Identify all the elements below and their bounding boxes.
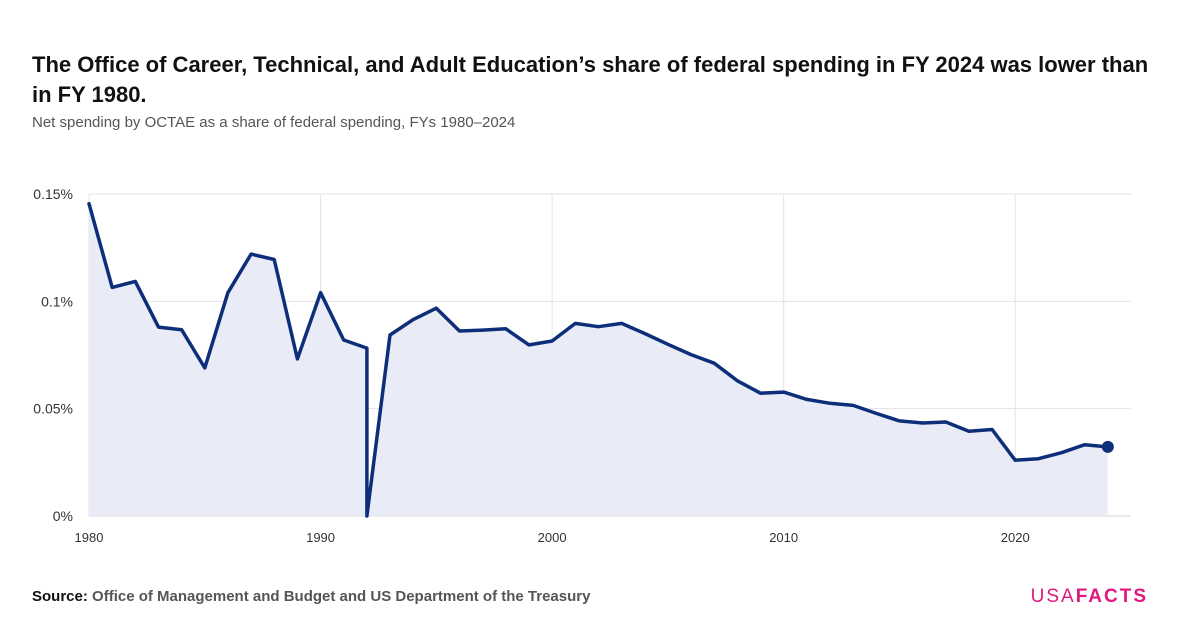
y-tick-label: 0.05%: [33, 401, 73, 417]
line-layer: [87, 201, 1114, 518]
x-tick-label: 1980: [75, 530, 104, 545]
series-end-point: [1101, 440, 1114, 453]
chart-subtitle: Net spending by OCTAE as a share of fede…: [32, 114, 516, 131]
chart-title: The Office of Career, Technical, and Adu…: [32, 52, 1149, 107]
x-tick-label: 2020: [1001, 530, 1030, 545]
y-tick-label: 0.15%: [33, 186, 73, 202]
source-note: Source: Office of Management and Budget …: [32, 588, 590, 605]
axis-layer: 0% 0.05% 0.1% 0.15% 1980 1990 2000 2010 2020: [33, 186, 1029, 545]
y-tick-label: 0%: [53, 508, 73, 524]
logo-part-usa: USA: [1030, 586, 1076, 607]
series-area: [89, 203, 1108, 516]
source-text: Office of Management and Budget and US D…: [92, 588, 591, 605]
x-tick-label: 2000: [538, 530, 567, 545]
usafacts-logo: USAFACTS: [1031, 586, 1148, 608]
logo-part-facts: FACTS: [1075, 586, 1148, 607]
y-tick-label: 0.1%: [41, 293, 73, 309]
area-layer: [89, 203, 1108, 516]
x-tick-label: 1990: [306, 530, 335, 545]
series-line: [87, 201, 1110, 518]
source-label: Source:: [32, 588, 88, 605]
x-tick-label: 2010: [769, 530, 798, 545]
